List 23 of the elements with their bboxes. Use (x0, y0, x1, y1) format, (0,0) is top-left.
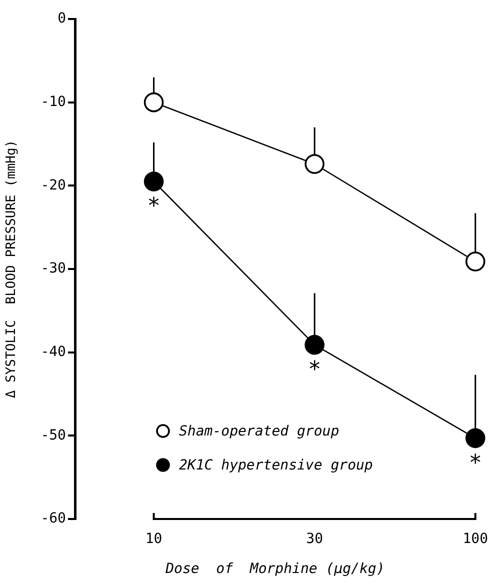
point (465, 252, 486, 272)
point (144, 92, 164, 112)
point (144, 172, 164, 192)
point (304, 334, 324, 355)
x-tick-label: 100 (462, 531, 488, 548)
y-tick-label: -60 (40, 510, 66, 527)
y-tick-label: -40 (40, 344, 66, 360)
point (465, 428, 486, 448)
x-axis-title: Dose of Morphine (μg/kg) (164, 561, 385, 578)
y-tick-label: -10 (40, 94, 66, 110)
annotation: * (308, 358, 322, 383)
x-tick-label: 30 (306, 531, 323, 548)
annotation: * (468, 450, 482, 476)
y-tick-label: -50 (40, 427, 66, 444)
y-tick-label: -30 (40, 260, 66, 277)
y-tick-label: 0 (58, 10, 66, 27)
y-axis-title: Δ SYSTOLIC BLOOD PRESSURE (mmHg) (4, 140, 20, 398)
y-tick-label: -20 (40, 177, 66, 194)
point (304, 154, 324, 174)
legend-label: Sham-operated group (179, 424, 340, 440)
x-tick-label: 10 (145, 531, 162, 548)
legend-label: 2K1C hypertensive group (179, 458, 373, 474)
annotation: * (147, 194, 160, 220)
